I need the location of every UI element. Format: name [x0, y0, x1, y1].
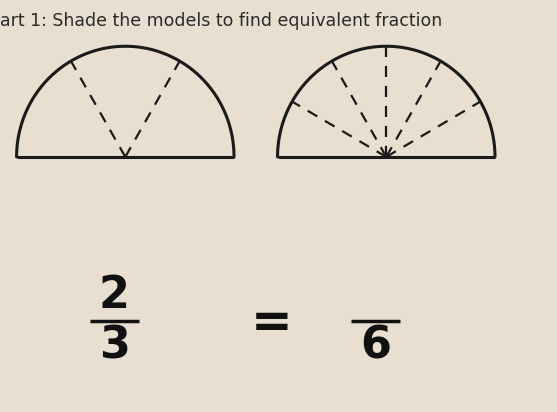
- Text: 2: 2: [99, 274, 130, 316]
- Text: =: =: [251, 299, 293, 346]
- Text: 3: 3: [99, 325, 130, 368]
- Text: art 1: Shade the models to find equivalent fraction: art 1: Shade the models to find equivale…: [0, 12, 442, 30]
- Text: 6: 6: [360, 325, 391, 368]
